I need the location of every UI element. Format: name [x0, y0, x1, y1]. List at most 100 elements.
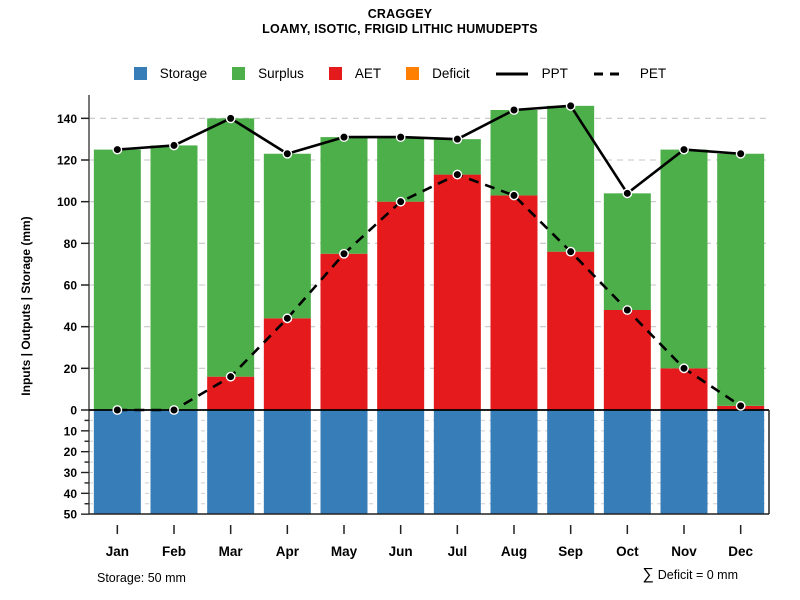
- legend-label-deficit: Deficit: [432, 66, 470, 81]
- bar-aet-oct: [603, 310, 651, 410]
- ppt-point-may: [339, 132, 349, 142]
- y-tick-label-lower-20: 20: [64, 445, 78, 459]
- x-tick-label-feb: Feb: [162, 544, 186, 559]
- bar-storage-jun: [377, 410, 425, 514]
- bar-storage-nov: [660, 410, 708, 514]
- bar-surplus-dec: [717, 153, 765, 406]
- pet-point-sep: [565, 246, 576, 257]
- ppt-point-oct: [622, 188, 633, 199]
- y-tick-label-0: 0: [70, 404, 77, 418]
- legend-item-storage: Storage: [133, 66, 208, 81]
- pet-point-oct: [622, 305, 633, 315]
- y-tick-label-lower-50: 50: [64, 508, 78, 522]
- x-tick-label-jun: Jun: [389, 544, 413, 559]
- bar-storage-apr: [263, 410, 311, 514]
- ppt-point-nov: [679, 144, 689, 155]
- bar-surplus-jan: [93, 149, 141, 410]
- y-tick-label-120: 120: [57, 154, 77, 168]
- bar-aet-may: [320, 253, 368, 410]
- ppt-point-aug: [509, 105, 519, 115]
- bar-surplus-may: [320, 137, 368, 254]
- x-tick-label-sep: Sep: [558, 544, 583, 559]
- legend-label-storage: Storage: [159, 66, 208, 81]
- bar-storage-feb: [150, 410, 198, 514]
- pet-point-jul: [452, 169, 463, 180]
- legend-label-pet: PET: [639, 66, 667, 81]
- bar-storage-sep: [547, 410, 595, 514]
- pet-line-sample-icon: [593, 72, 626, 75]
- x-tick-label-mar: Mar: [219, 544, 244, 559]
- x-tick-label-dec: Dec: [728, 544, 753, 559]
- ppt-line: [117, 104, 741, 195]
- x-tick-label-jul: Jul: [448, 544, 468, 559]
- surplus-swatch-icon: [232, 67, 246, 80]
- x-tick-label-may: May: [331, 544, 358, 559]
- pet-point-mar: [225, 371, 236, 382]
- bar-storage-dec: [717, 410, 765, 514]
- legend-item-pet: PET: [593, 66, 666, 81]
- page-title: CRAGGEY: [367, 7, 433, 21]
- bar-storage-aug: [490, 410, 538, 514]
- pet-point-aug: [509, 190, 519, 201]
- storage-swatch-icon: [133, 67, 147, 80]
- legend-label-ppt: PPT: [541, 66, 568, 81]
- deficit-swatch-icon: [406, 67, 420, 80]
- ppt-point-jul: [452, 134, 463, 145]
- x-tick-label-nov: Nov: [671, 544, 697, 559]
- ppt-point-dec: [735, 148, 746, 159]
- bar-aet-jul: [433, 174, 481, 410]
- legend-label-surplus: Surplus: [258, 66, 304, 81]
- pet-point-dec: [735, 400, 746, 411]
- y-tick-label-20: 20: [64, 362, 78, 376]
- x-tick-label-aug: Aug: [501, 544, 527, 559]
- ppt-point-sep: [565, 100, 576, 111]
- pet-line: [117, 173, 742, 412]
- bar-surplus-mar: [207, 118, 255, 377]
- ppt-point-apr: [282, 148, 293, 159]
- pet-point-may: [339, 248, 349, 259]
- bar-surplus-aug: [490, 110, 538, 196]
- bar-aet-jun: [377, 201, 425, 410]
- pet-point-apr: [282, 313, 293, 324]
- bar-aet-mar: [207, 376, 255, 410]
- bar-storage-jul: [433, 410, 481, 514]
- page-subtitle: LOAMY, ISOTIC, FRIGID LITHIC HUMUDEPTS: [262, 22, 538, 36]
- aet-swatch-icon: [328, 67, 342, 80]
- bar-surplus-oct: [603, 193, 651, 311]
- legend-item-ppt: PPT: [495, 66, 568, 81]
- ppt-point-mar: [225, 113, 236, 124]
- ppt-line-sample-icon: [495, 72, 528, 75]
- y-tick-label-80: 80: [64, 237, 78, 251]
- pet-point-jan: [112, 405, 123, 415]
- bar-surplus-feb: [150, 145, 198, 410]
- y-tick-label-60: 60: [64, 279, 78, 293]
- bar-storage-oct: [603, 410, 651, 514]
- legend-item-deficit: Deficit: [406, 66, 470, 81]
- pet-point-feb: [169, 405, 179, 415]
- bar-storage-may: [320, 410, 368, 514]
- bar-surplus-nov: [660, 149, 708, 369]
- bar-storage-jan: [93, 410, 141, 514]
- bar-storage-mar: [207, 410, 255, 514]
- bar-aet-sep: [547, 251, 595, 410]
- bar-aet-aug: [490, 195, 538, 410]
- ppt-point-jun: [395, 132, 406, 142]
- legend-item-aet: AET: [328, 66, 382, 81]
- y-tick-label-lower-40: 40: [64, 487, 78, 501]
- pet-point-jun: [395, 196, 406, 207]
- y-tick-label-100: 100: [57, 195, 77, 209]
- bar-surplus-jul: [433, 139, 481, 175]
- deficit-note: ∑ Deficit = 0 mm: [642, 566, 738, 584]
- ppt-point-jan: [112, 144, 123, 155]
- bar-aet-nov: [660, 368, 708, 410]
- legend-item-surplus: Surplus: [232, 66, 304, 81]
- pet-point-nov: [679, 363, 689, 374]
- chart-legend: Storage Surplus AET Deficit PPT PET: [0, 66, 800, 81]
- legend-label-aet: AET: [354, 66, 382, 81]
- y-tick-label-140: 140: [57, 112, 77, 126]
- x-tick-label-apr: Apr: [276, 544, 300, 559]
- bar-surplus-sep: [547, 105, 595, 252]
- y-tick-label-40: 40: [64, 320, 78, 334]
- y-tick-label-lower-30: 30: [64, 466, 78, 480]
